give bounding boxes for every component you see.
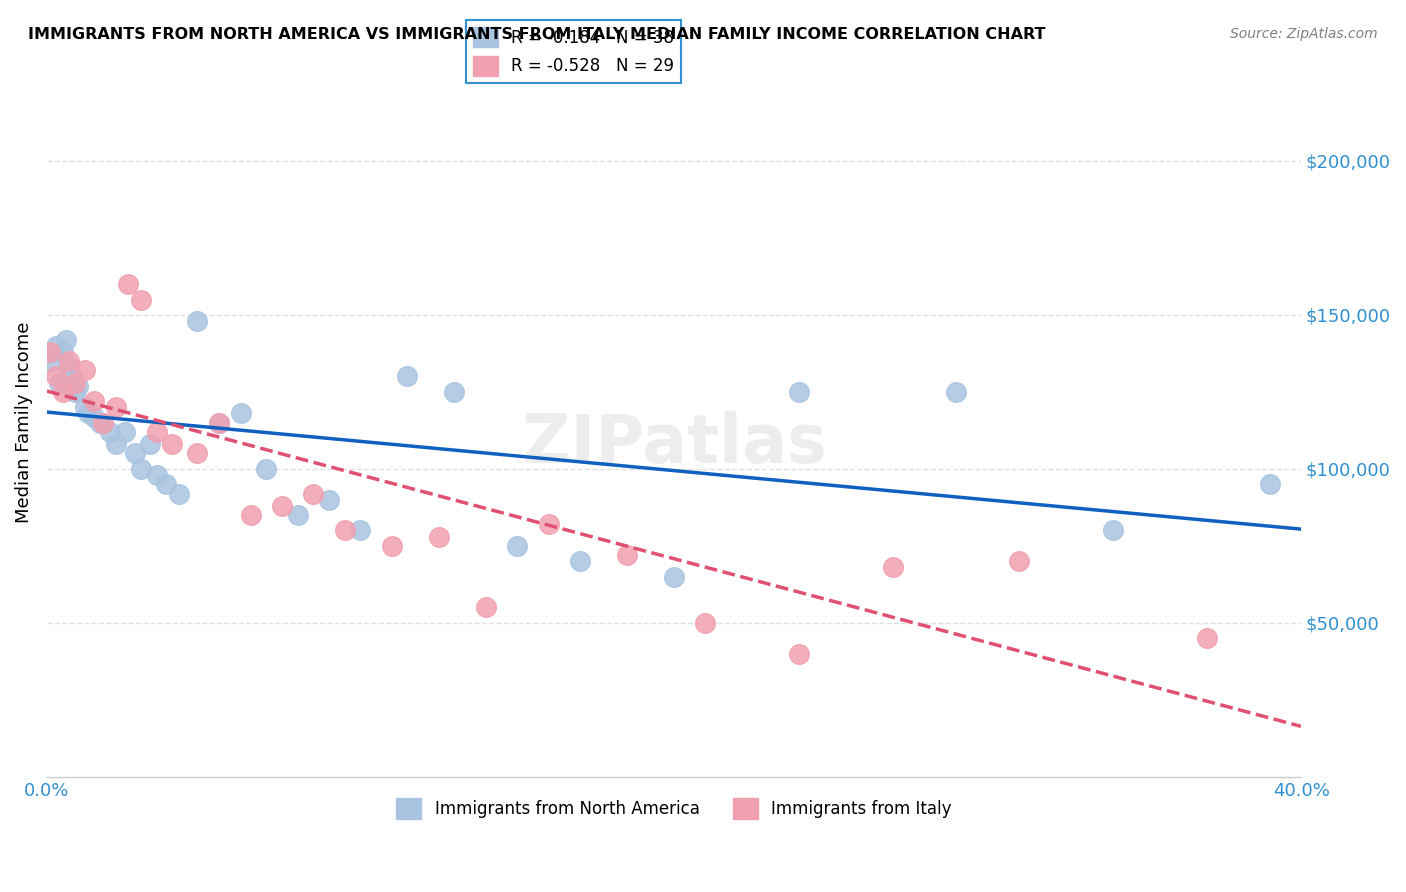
Point — [333, 524, 356, 538]
Point — [83, 409, 105, 424]
Point — [396, 369, 419, 384]
Legend: Immigrants from North America, Immigrants from Italy: Immigrants from North America, Immigrant… — [389, 791, 959, 825]
Point — [568, 554, 591, 568]
Point — [98, 425, 121, 439]
Point — [616, 548, 638, 562]
Point — [45, 369, 67, 384]
Point — [51, 384, 73, 399]
Point — [145, 425, 167, 439]
Point — [91, 416, 114, 430]
Point — [76, 407, 98, 421]
Point — [145, 468, 167, 483]
Point — [73, 401, 96, 415]
Point — [45, 339, 67, 353]
Point — [39, 344, 62, 359]
Text: ZIPatlas: ZIPatlas — [522, 411, 827, 477]
Point — [73, 363, 96, 377]
Point — [51, 344, 73, 359]
Point — [427, 530, 450, 544]
Point — [208, 416, 231, 430]
Point — [114, 425, 136, 439]
Point — [167, 486, 190, 500]
Point — [104, 401, 127, 415]
Point — [789, 647, 811, 661]
Point — [63, 376, 86, 390]
Point — [1008, 554, 1031, 568]
Point — [475, 600, 498, 615]
Point — [104, 437, 127, 451]
Point — [139, 437, 162, 451]
Point — [254, 462, 277, 476]
Point — [231, 407, 253, 421]
Point — [882, 560, 904, 574]
Point — [83, 394, 105, 409]
Point — [506, 539, 529, 553]
Point — [67, 378, 90, 392]
Point — [63, 384, 86, 399]
Point — [239, 508, 262, 522]
Point — [58, 360, 80, 375]
Point — [155, 477, 177, 491]
Point — [39, 354, 62, 368]
Point — [48, 376, 70, 390]
Point — [162, 437, 184, 451]
Point — [945, 384, 967, 399]
Point — [695, 615, 717, 630]
Point — [60, 369, 83, 384]
Point — [208, 416, 231, 430]
Point — [1195, 632, 1218, 646]
Point — [186, 314, 208, 328]
Point — [124, 446, 146, 460]
Point — [318, 492, 340, 507]
Point — [302, 486, 325, 500]
Y-axis label: Median Family Income: Median Family Income — [15, 322, 32, 524]
Point — [349, 524, 371, 538]
Point — [1258, 477, 1281, 491]
Point — [662, 570, 685, 584]
Point — [537, 517, 560, 532]
Point — [129, 462, 152, 476]
Text: IMMIGRANTS FROM NORTH AMERICA VS IMMIGRANTS FROM ITALY MEDIAN FAMILY INCOME CORR: IMMIGRANTS FROM NORTH AMERICA VS IMMIGRA… — [28, 27, 1046, 42]
Point — [1102, 524, 1125, 538]
Point — [287, 508, 309, 522]
Point — [271, 499, 294, 513]
Point — [443, 384, 465, 399]
Point — [117, 277, 139, 292]
Point — [58, 354, 80, 368]
Point — [89, 416, 111, 430]
Text: Source: ZipAtlas.com: Source: ZipAtlas.com — [1230, 27, 1378, 41]
Point — [55, 333, 77, 347]
Point — [129, 293, 152, 307]
Point — [381, 539, 404, 553]
Point — [186, 446, 208, 460]
Point — [789, 384, 811, 399]
